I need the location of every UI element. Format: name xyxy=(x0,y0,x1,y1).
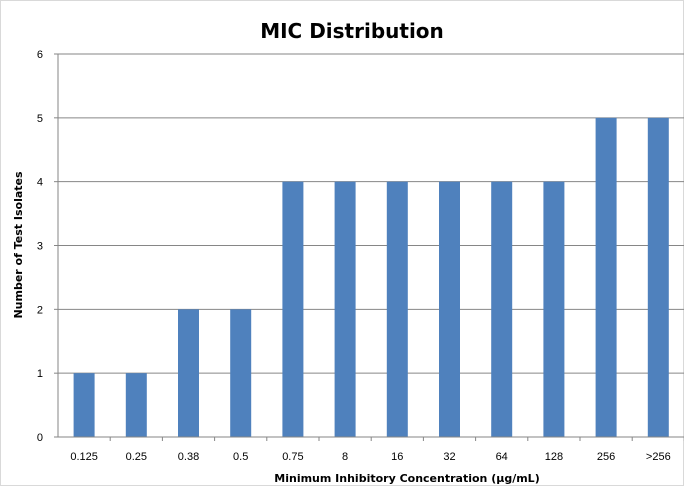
y-tick-label: 6 xyxy=(37,49,43,61)
x-tick-label: 0.38 xyxy=(178,451,199,463)
bar-64 xyxy=(491,181,513,437)
y-axis-label: Number of Test Isolates xyxy=(12,171,25,319)
x-tick-label: 0.25 xyxy=(126,451,147,463)
bars xyxy=(73,117,669,437)
bar-0_5 xyxy=(230,309,252,437)
bar-0_25 xyxy=(125,373,147,437)
y-tick-label: 5 xyxy=(37,113,43,125)
y-tick-label: 0 xyxy=(37,432,43,444)
bar-0_125 xyxy=(73,373,95,437)
x-tick-labels: 0.125 0.25 0.38 0.5 0.75 8 16 32 64 128 256 >256 xyxy=(70,437,684,463)
x-tick-label: 256 xyxy=(597,451,615,463)
x-axis-label: Minimum Inhibitory Concentration (µg/mL) xyxy=(274,472,539,485)
bar-16 xyxy=(386,181,408,437)
y-tick-label: 1 xyxy=(37,368,43,380)
bar-128 xyxy=(543,181,565,437)
y-tick-label: 3 xyxy=(37,241,43,253)
bar-gt256 xyxy=(647,117,669,437)
x-tick-label: 0.5 xyxy=(233,451,248,463)
chart-title: MIC Distribution xyxy=(260,19,444,43)
gridlines xyxy=(58,53,684,374)
bar-0_75 xyxy=(282,181,304,437)
x-tick-label: 16 xyxy=(391,451,403,463)
bar-32 xyxy=(439,181,460,437)
x-tick-label: 128 xyxy=(545,451,563,463)
y-tick-labels: 0 1 2 3 4 5 6 xyxy=(37,49,58,444)
x-tick-label: 8 xyxy=(342,451,348,463)
bar-0_38 xyxy=(178,309,199,437)
y-tick-label: 2 xyxy=(37,304,43,316)
x-tick-label: 0.75 xyxy=(282,451,303,463)
x-tick-label: 64 xyxy=(496,451,508,463)
y-tick-label: 4 xyxy=(37,177,43,189)
x-tick-label: 0.125 xyxy=(70,451,98,463)
bar-256 xyxy=(595,117,617,437)
x-tick-label: 32 xyxy=(443,451,455,463)
x-tick-label: >256 xyxy=(646,451,671,463)
bar-8 xyxy=(334,181,356,437)
